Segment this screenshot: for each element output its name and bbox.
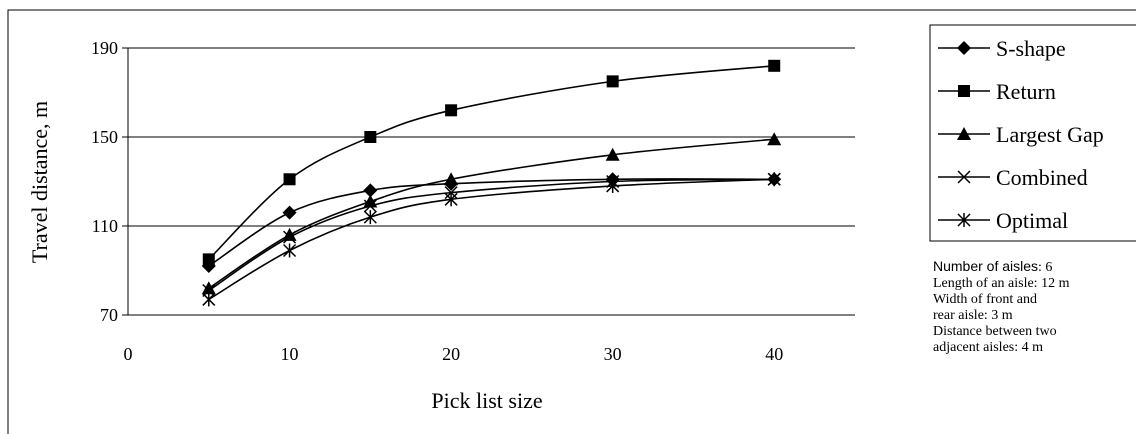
y-tick-label: 70 [100, 305, 118, 325]
legend: S-shape Return Largest Gap Combined Optimal [929, 24, 1136, 242]
x-tick-label: 20 [442, 344, 460, 364]
data-point-optimal [606, 178, 620, 193]
y-tick-label: 190 [91, 38, 118, 58]
data-point-optimal [283, 243, 297, 258]
series-largest-gap [201, 132, 782, 295]
x-marker-stroke [283, 230, 297, 244]
legend-item-return: Return [938, 79, 1056, 104]
legend-marker [957, 170, 971, 184]
legend-label: Largest Gap [996, 122, 1104, 147]
x-tick-label: 0 [124, 344, 133, 364]
data-point-combined [283, 230, 297, 244]
legend-item-s-shape: S-shape [938, 36, 1066, 61]
x-marker-stroke [957, 170, 971, 184]
series-optimal [202, 172, 781, 307]
x-tick-label: 30 [604, 344, 622, 364]
legend-label: Combined [996, 165, 1088, 190]
legend-label: Return [996, 79, 1056, 104]
plot-area: 70 110 150 190 0 10 20 30 40 [91, 38, 855, 364]
x-tick-label: 10 [281, 344, 299, 364]
square-marker [202, 253, 215, 266]
data-point-optimal [363, 210, 377, 225]
note-line-aisles: Number of aisles: 6 [933, 258, 1133, 276]
square-marker [445, 104, 458, 117]
triangle-marker [767, 132, 782, 146]
data-point-largest-gap [201, 281, 216, 295]
triangle-marker [957, 127, 971, 140]
data-point-combined [363, 199, 377, 213]
note-line-width-2: rear aisle: 3 m [933, 308, 1013, 323]
data-point-largest-gap [282, 227, 297, 241]
outer-border [7, 9, 1136, 434]
parameters-note: Number of aisles: 6 Length of an aisle: … [933, 258, 1133, 356]
series-line-combined [208, 178, 775, 292]
y-tick-label: 110 [92, 216, 118, 236]
data-point-optimal [202, 292, 216, 307]
note-line-aisle-length: Length of an aisle: 12 m [933, 276, 1070, 291]
y-tick-label: 150 [91, 127, 118, 147]
data-point-return [606, 75, 619, 88]
triangle-marker [282, 227, 297, 241]
note-aisles-value: : 6 [1038, 260, 1053, 275]
data-point-largest-gap [444, 172, 459, 186]
series-s-shape [201, 172, 782, 274]
triangle-marker [444, 172, 459, 186]
note-line-distance-2: adjacent aisles: 4 m [933, 340, 1044, 355]
data-point-return [768, 59, 781, 72]
square-marker [364, 131, 377, 143]
legend-marker [957, 41, 971, 55]
data-point-return [283, 173, 296, 186]
legend-label: S-shape [996, 36, 1066, 61]
triangle-marker [201, 281, 216, 295]
x-marker-stroke [363, 199, 377, 213]
data-point-return [202, 253, 215, 266]
series-line-return [208, 65, 775, 260]
data-point-return [364, 131, 377, 143]
legend-item-combined: Combined [938, 165, 1088, 190]
diamond-marker [957, 41, 971, 55]
square-marker [283, 173, 296, 186]
data-point-largest-gap [605, 147, 620, 161]
note-line-width-1: Width of front and [933, 292, 1038, 307]
legend-item-optimal: Optimal [938, 208, 1068, 233]
legend-label: Optimal [996, 208, 1068, 233]
note-aisles-label: Number of aisles [933, 258, 1039, 274]
diamond-marker [282, 205, 297, 220]
legend-item-largest-gap: Largest Gap [938, 122, 1104, 147]
data-point-return [445, 104, 458, 117]
diamond-marker [363, 183, 378, 198]
legend-marker [957, 127, 971, 140]
data-point-optimal [444, 192, 458, 207]
data-point-s-shape [282, 205, 297, 220]
series-return [202, 59, 781, 266]
square-marker [768, 59, 781, 72]
data-point-optimal [767, 172, 781, 187]
square-marker [958, 85, 970, 97]
legend-marker [957, 213, 971, 227]
square-marker [606, 75, 619, 88]
series-line-s-shape [208, 178, 775, 267]
x-axis-label: Pick list size [431, 388, 542, 413]
legend-marker [958, 85, 970, 97]
x-tick-label: 40 [765, 344, 783, 364]
data-point-largest-gap [767, 132, 782, 146]
triangle-marker [605, 147, 620, 161]
note-line-distance-1: Distance between two [933, 324, 1057, 339]
y-axis-label: Travel distance, m [27, 101, 52, 263]
data-point-s-shape [363, 183, 378, 198]
